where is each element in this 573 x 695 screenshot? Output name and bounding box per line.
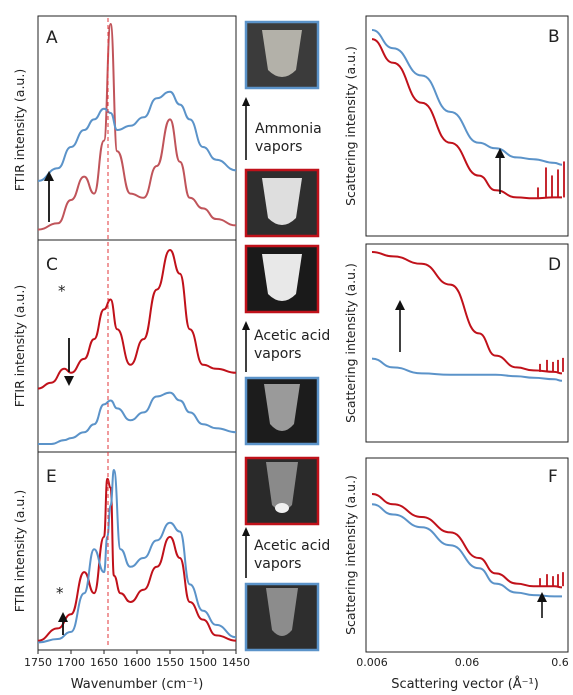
ftir-tick-label: 1650 (90, 656, 118, 669)
saxs-tick-label: 0.006 (356, 656, 388, 669)
panel-B-frame (365, 15, 569, 237)
ammonia-arrow (242, 97, 250, 160)
photo-acetic1-bottom (244, 376, 320, 446)
saxs-x-ticks: 0.006 0.06 0.6 (356, 656, 569, 669)
panel-F-arrow (537, 592, 547, 618)
panel-A-arrow (44, 171, 54, 222)
panel-B: B (365, 15, 569, 237)
panel-B-letter: B (548, 27, 560, 47)
panel-E-plot (37, 469, 237, 644)
panel-A-frame (37, 15, 237, 241)
ftir-tick-label: 1700 (57, 656, 85, 669)
photo-acetic1-top (244, 244, 320, 314)
panel-F-frame (365, 457, 569, 653)
panel-A-plot (37, 23, 237, 231)
panel-D-series-red (371, 251, 563, 375)
panel-E: E (37, 451, 237, 651)
panel-D-letter: D (548, 255, 561, 275)
panel-F-series-red (371, 493, 563, 589)
panel-D: D (365, 243, 569, 443)
tube-clear-icon (262, 30, 302, 77)
panel-C-series-red (37, 249, 237, 390)
panel-C-star: * (58, 282, 66, 300)
panel-E-star: * (56, 584, 64, 602)
tube-white-small-icon (266, 462, 298, 511)
saxs-y-label-B: Scattering intensity (a.u.) (343, 46, 358, 206)
ftir-tick-label: 1500 (189, 656, 217, 669)
ammonia-caption-line2: vapors (255, 139, 302, 155)
tube-clear-icon (264, 384, 300, 431)
panel-D-frame (365, 243, 569, 443)
panel-B-series-red (371, 38, 562, 200)
panel-E-series-red (37, 477, 237, 642)
panel-A-series-blue (37, 90, 237, 182)
tube-white-icon (262, 178, 302, 225)
photo-acetic2-top (244, 456, 320, 526)
saxs-tick-label: 0.6 (551, 656, 569, 669)
saxs-y-label-D: Scattering intensity (a.u.) (343, 263, 358, 423)
panel-D-arrow (395, 300, 405, 352)
panel-C-arrow (64, 338, 74, 386)
photo-acetic2-bottom (244, 582, 320, 652)
tube-clear-small-icon (266, 588, 298, 636)
saxs-x-axis-label: Scattering vector (Å⁻¹) (391, 676, 539, 692)
ftir-x-axis-label: Wavenumber (cm⁻¹) (71, 677, 204, 692)
acetic1-caption-line2: vapors (254, 346, 301, 362)
panel-F-letter: F (548, 467, 558, 487)
panel-F: F (365, 457, 569, 653)
panel-C-plot (37, 249, 237, 445)
ftir-y-label-A: FTIR intensity (a.u.) (12, 69, 27, 191)
ftir-tick-label: 1450 (222, 656, 250, 669)
panel-A: A (37, 15, 237, 241)
panel-C: C (37, 239, 237, 453)
panel-E-arrow (58, 612, 68, 635)
panel-D-plot (371, 251, 564, 382)
panel-C-letter: C (46, 255, 58, 275)
acetic2-caption-line1: Acetic acid (254, 538, 330, 554)
panel-D-series-blue (371, 357, 563, 382)
panel-B-series-blue (371, 29, 563, 166)
photo-ammonia-top (244, 20, 320, 90)
photo-ammonia-bottom (244, 168, 320, 238)
acetic2-arrow (242, 527, 250, 578)
ftir-x-ticks: 1750 1700 1650 1600 1550 1500 1450 (24, 650, 250, 669)
ftir-y-label-E: FTIR intensity (a.u.) (12, 490, 27, 612)
panel-A-series-red (37, 23, 237, 231)
tube-white-icon (262, 254, 302, 301)
acetic1-caption-line1: Acetic acid (254, 328, 330, 344)
acetic1-arrow (242, 321, 250, 372)
ammonia-caption-line1: Ammonia (255, 121, 322, 137)
middle-column: Ammonia vapors Acetic acid vapors Acetic… (242, 20, 330, 652)
ftir-y-label-C: FTIR intensity (a.u.) (12, 285, 27, 407)
panel-C-frame (37, 239, 237, 453)
panel-B-arrow (495, 148, 505, 194)
panel-E-letter: E (46, 467, 57, 487)
panel-F-series-blue (371, 503, 562, 598)
acetic2-caption-line2: vapors (254, 556, 301, 572)
ftir-tick-label: 1600 (123, 656, 151, 669)
panel-B-plot (371, 29, 565, 200)
panel-C-series-blue (38, 391, 237, 445)
panel-A-letter: A (46, 28, 58, 48)
saxs-tick-label: 0.06 (455, 656, 480, 669)
ftir-tick-label: 1550 (156, 656, 184, 669)
panel-E-series-blue (37, 469, 237, 644)
saxs-y-label-F: Scattering intensity (a.u.) (343, 475, 358, 635)
ftir-tick-label: 1750 (24, 656, 52, 669)
panel-F-plot (371, 493, 564, 598)
